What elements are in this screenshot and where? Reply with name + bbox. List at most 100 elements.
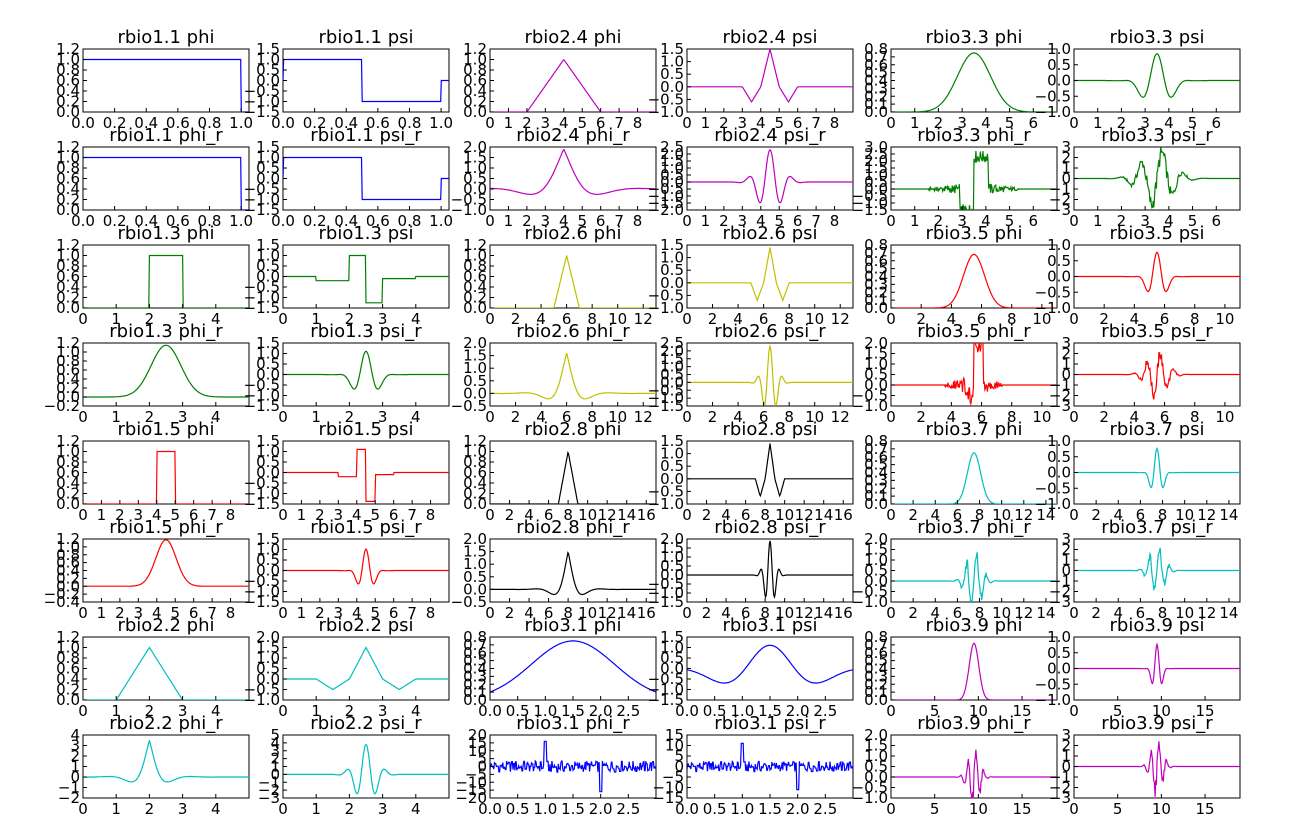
x-tick-label: 0.8 xyxy=(398,114,422,132)
y-tick-label: 0.8 xyxy=(864,432,888,450)
y-tick-label: 0.0 xyxy=(864,299,888,317)
y-tick-label: 1.0 xyxy=(660,639,684,657)
y-tick-label: 1.0 xyxy=(256,649,280,667)
y-tick-label: −5 xyxy=(662,768,684,786)
series-line xyxy=(490,255,656,308)
subplot-rbio1-3-psi: 0 1 2 3 4 −1.5−1.0−0.50.00.51.01.5 rbio1.3 psi xyxy=(244,223,450,328)
y-tick-label: 0.5 xyxy=(864,260,888,278)
x-tick-label: 0 xyxy=(1069,114,1079,132)
y-tick-label: 1.0 xyxy=(1047,236,1071,254)
y-tick-label: 2.5 xyxy=(660,334,684,352)
x-tick-label: 0.8 xyxy=(398,212,422,230)
x-tick-label: 8 xyxy=(1158,506,1168,524)
y-tick-label: 1.5 xyxy=(864,345,888,363)
y-tick-label: 0.2 xyxy=(463,675,487,693)
series-line xyxy=(83,58,249,112)
x-tick-label: 1 xyxy=(504,212,514,230)
subplot-rbio2-6-psi-r: 0 2 4 6 8 10 12 −1.5−1.0−0.50.00.51.01.52.02.5 r… xyxy=(648,321,854,426)
x-tick-label: 3 xyxy=(178,800,188,817)
subplot-title: rbio2.2 psi xyxy=(319,615,414,636)
y-tick-label: −0.5 xyxy=(1035,283,1071,301)
x-tick-label: 2 xyxy=(916,408,926,426)
y-tick-label: 0.4 xyxy=(56,562,80,580)
y-tick-label: 0.8 xyxy=(56,61,80,79)
x-tick-label: 0.4 xyxy=(134,114,158,132)
y-tick-label: 2.0 xyxy=(463,334,487,352)
y-tick-label: 0.0 xyxy=(463,299,487,317)
subplot-title: rbio3.7 psi xyxy=(1110,419,1205,440)
x-tick-label: 2 xyxy=(1099,310,1109,328)
x-tick-label: 2 xyxy=(719,114,729,132)
x-tick-label: 3 xyxy=(334,604,344,622)
y-tick-label: 1.2 xyxy=(56,138,80,156)
y-tick-label: 0.2 xyxy=(463,289,487,307)
y-tick-label: −1.5 xyxy=(852,201,888,219)
x-tick-label: 1 xyxy=(297,604,307,622)
x-tick-label: 8 xyxy=(633,212,643,230)
x-tick-label: 1 xyxy=(504,114,514,132)
subplot-title: rbio2.8 phi_r xyxy=(516,517,630,538)
series-line xyxy=(891,642,1057,700)
subplot-title: rbio1.3 psi_r xyxy=(310,321,422,342)
x-tick-label: 0 xyxy=(78,604,88,622)
y-tick-label: 0.4 xyxy=(463,82,487,100)
x-tick-label: 10 xyxy=(1032,310,1051,328)
y-tick-label: 0.0 xyxy=(1047,464,1071,482)
y-tick-label: 0.3 xyxy=(864,667,888,685)
y-tick-label: 0.6 xyxy=(56,361,80,379)
x-tick-label: 6 xyxy=(1212,114,1222,132)
y-tick-label: 0 xyxy=(1061,366,1071,384)
y-tick-label: 3 xyxy=(270,742,280,760)
x-tick-label: 4 xyxy=(559,212,569,230)
y-tick-label: −1.0 xyxy=(648,187,684,205)
x-tick-label: 2 xyxy=(719,212,729,230)
y-tick-label: 1 xyxy=(1061,355,1071,373)
y-tick-label: 4 xyxy=(70,726,80,744)
series-line xyxy=(490,451,656,504)
y-tick-label: −0.5 xyxy=(451,397,487,415)
x-tick-label: 6 xyxy=(596,212,606,230)
x-tick-label: 12 xyxy=(598,604,617,622)
x-tick-label: 4 xyxy=(352,604,362,622)
x-tick-label: 2 xyxy=(1099,408,1109,426)
series-line xyxy=(687,644,853,684)
x-tick-label: 2.0 xyxy=(786,800,810,817)
y-tick-label: 0.5 xyxy=(1047,252,1071,270)
y-tick-label: −3 xyxy=(1049,789,1071,807)
subplot-title: rbio2.4 phi_r xyxy=(516,125,630,146)
x-tick-label: 0 xyxy=(682,604,692,622)
axes-frame xyxy=(686,146,854,211)
subplot-rbio3-7-phi-r: 0 2 4 6 8 10 12 14 −1.0−0.50.00.51.01.52.0 rbio3.… xyxy=(852,517,1058,622)
x-tick-label: 10 xyxy=(969,702,988,720)
x-tick-label: 12 xyxy=(598,506,617,524)
series-line xyxy=(1074,547,1240,591)
y-tick-label: 0.2 xyxy=(56,191,80,209)
y-tick-label: 0.4 xyxy=(463,660,487,678)
y-tick-label: 0.0 xyxy=(660,566,684,584)
y-tick-label: −0.5 xyxy=(648,180,684,198)
x-tick-label: 6 xyxy=(389,604,399,622)
x-tick-label: 1 xyxy=(111,702,121,720)
subplot-rbio3-1-phi: 0.0 0.5 1.0 1.5 2.0 2.50.00.10.20.30.40.50.60… xyxy=(463,615,657,720)
y-tick-label: 1.2 xyxy=(56,334,80,352)
y-tick-label: 0.1 xyxy=(864,291,888,309)
y-tick-label: 0.2 xyxy=(864,87,888,105)
y-tick-label: 1.5 xyxy=(660,432,684,450)
y-tick-label: −3 xyxy=(1049,397,1071,415)
series-line xyxy=(1074,147,1240,209)
y-tick-label: 1.0 xyxy=(463,443,487,461)
x-tick-label: 14 xyxy=(1036,506,1055,524)
y-tick-label: −0.5 xyxy=(244,376,280,394)
y-tick-label: 1.2 xyxy=(56,628,80,646)
y-tick-label: −0.4 xyxy=(44,593,80,611)
y-tick-label: −1 xyxy=(1049,180,1071,198)
y-tick-label: 0.4 xyxy=(864,268,888,286)
x-tick-label: 4 xyxy=(930,604,940,622)
x-tick-label: 5 xyxy=(930,702,940,720)
x-tick-label: 10 xyxy=(992,604,1011,622)
x-tick-label: 8 xyxy=(1007,310,1017,328)
y-tick-label: −0.5 xyxy=(648,90,684,108)
x-tick-label: 8 xyxy=(830,212,840,230)
subplot-title: rbio3.1 psi_r xyxy=(714,713,826,734)
